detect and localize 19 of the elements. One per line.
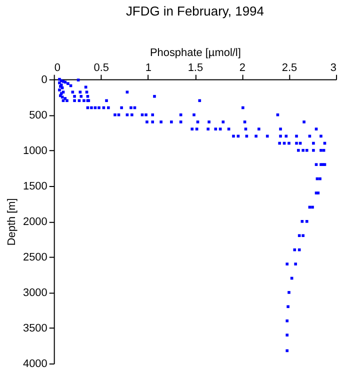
x-tick-label: 0.5: [94, 62, 109, 74]
y-tick-label: 1000: [22, 144, 48, 157]
x-tick-label: 0: [54, 62, 60, 74]
y-tick-label: 0: [41, 74, 48, 86]
x-tick-label: 3: [330, 62, 337, 74]
y-tick-label: 2500: [22, 251, 48, 264]
y-tick-label: 4000: [22, 358, 48, 370]
y-tick-label: 3000: [22, 286, 48, 299]
chart-title: JFDG in February, 1994: [126, 3, 264, 18]
y-tick-label: 2000: [22, 216, 48, 228]
y-axis-title: Depth [m]: [6, 198, 18, 246]
x-axis-title: Phosphate [µmol/l]: [150, 46, 241, 59]
x-tick-label: 1.5: [188, 62, 204, 74]
y-tick-label: 500: [29, 109, 48, 122]
y-tick-label: 3500: [22, 322, 48, 334]
x-tick-label: 2: [239, 62, 246, 74]
y-tick-label: 1500: [22, 180, 48, 192]
x-tick-label: 1: [145, 62, 152, 74]
x-tick-label: 2.5: [282, 62, 298, 74]
